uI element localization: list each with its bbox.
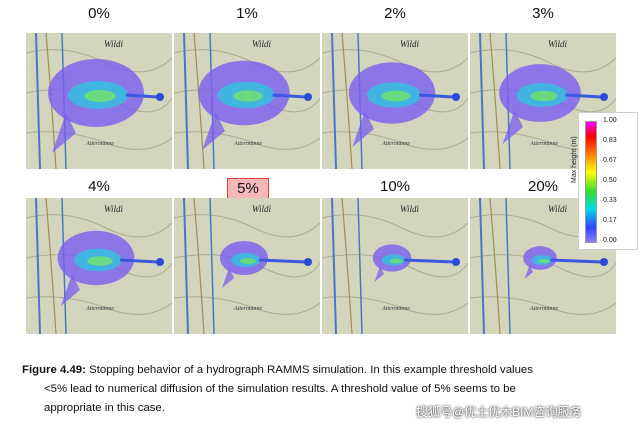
- map-place-label: Wildi: [548, 204, 568, 214]
- colorbar-tick: 0.67: [603, 157, 617, 164]
- map-place-label: Wildi: [252, 39, 272, 49]
- caption-label: Figure 4.49:: [22, 364, 86, 376]
- map-place-label-2: Attermänne: [85, 306, 114, 312]
- colorbar-tick: 0.50: [603, 177, 617, 184]
- figure-caption: Figure 4.49: Stopping behavior of a hydr…: [22, 361, 624, 418]
- map-place-label-2: Attermänne: [381, 141, 410, 147]
- colorbar-tick: 0.83: [603, 137, 617, 144]
- map-place-label-2: Attermänne: [85, 141, 114, 147]
- panel-label: 1%: [236, 5, 258, 22]
- colorbar: Max height (m) 1.00 0.83 0.67 0.50 0.33 0.17 0…: [571, 112, 638, 250]
- map-place-label-2: Attermänne: [529, 141, 558, 147]
- caption-line-2: <5% lead to numerical diffusion of the s…: [44, 383, 516, 395]
- panel-label: 3%: [532, 5, 554, 22]
- panel-label: 5%: [227, 178, 269, 199]
- map-place-label: Wildi: [104, 39, 124, 49]
- map-place-label: Wildi: [104, 204, 124, 214]
- watermark: 搜狐号@优土优木BIM咨询服务: [416, 405, 582, 419]
- panel-label: 10%: [379, 178, 411, 195]
- simulation-map: Wildi Attermänne: [174, 198, 320, 334]
- map-place-label: Wildi: [548, 39, 568, 49]
- map-place-label-2: Attermänne: [529, 306, 558, 312]
- colorbar-gradient: [585, 121, 597, 243]
- map-place-label-2: Attermänne: [381, 306, 410, 312]
- caption-line-1: Stopping behavior of a hydrograph RAMMS …: [89, 364, 533, 376]
- map-place-label-2: Attermänne: [233, 306, 262, 312]
- map-place-label-2: Attermänne: [233, 141, 262, 147]
- colorbar-title: Max height (m): [571, 136, 578, 183]
- simulation-map: Wildi Attermänne: [322, 198, 468, 334]
- map-place-label: Wildi: [252, 204, 272, 214]
- colorbar-tick: 0.00: [603, 237, 617, 244]
- colorbar-tick: 0.17: [603, 217, 617, 224]
- map-place-label: Wildi: [400, 204, 420, 214]
- simulation-map: Wildi Attermänne: [174, 33, 320, 169]
- colorbar-tick: 1.00: [603, 117, 617, 124]
- panel-label: 4%: [88, 178, 110, 195]
- simulation-map: Wildi Attermänne: [26, 33, 172, 169]
- simulation-map: Wildi Attermänne: [26, 198, 172, 334]
- panel-label: 2%: [384, 5, 406, 22]
- map-place-label: Wildi: [400, 39, 420, 49]
- colorbar-tick: 0.33: [603, 197, 617, 204]
- panel-label: 0%: [88, 5, 110, 22]
- caption-line-3: appropriate in this case.: [44, 402, 165, 414]
- simulation-map: Wildi Attermänne: [322, 33, 468, 169]
- panel-label: 20%: [527, 178, 559, 195]
